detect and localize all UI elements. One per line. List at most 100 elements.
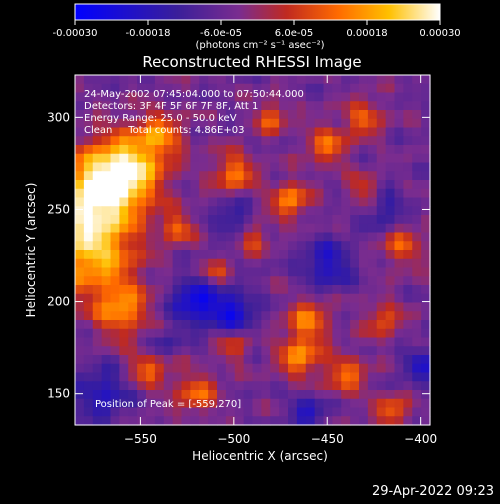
heatmap-cell [154, 407, 165, 417]
heatmap-cell [243, 311, 254, 321]
heatmap-cell [225, 276, 236, 286]
heatmap-cell [394, 241, 404, 251]
heatmap-cell [234, 171, 245, 181]
heatmap-cell [190, 337, 200, 347]
heatmap-cell [128, 285, 138, 295]
heatmap-cell [270, 92, 280, 102]
heatmap-cell [305, 101, 316, 111]
heatmap-cell [128, 390, 138, 400]
heatmap-cell [199, 145, 209, 155]
heatmap-cell [350, 398, 360, 409]
x-tick-label: −550 [124, 432, 157, 446]
heatmap-cell [75, 241, 85, 251]
heatmap-cell [163, 232, 174, 242]
heatmap-cell [421, 83, 431, 94]
heatmap-cell [359, 311, 369, 321]
heatmap-cell [385, 232, 396, 242]
heatmap-cell [75, 311, 85, 321]
colorbar-tick-label: -0.00030 [53, 28, 98, 39]
heatmap-cell [332, 372, 342, 382]
heatmap-cell [83, 110, 94, 120]
heatmap-cell [261, 381, 271, 391]
heatmap-cell [385, 110, 396, 120]
heatmap-cell [101, 118, 112, 129]
heatmap-cell [314, 372, 325, 382]
heatmap-cell [154, 171, 165, 181]
heatmap-cell [172, 267, 183, 277]
heatmap-cell [350, 276, 360, 286]
heatmap-cell [75, 372, 85, 382]
heatmap-cell [359, 302, 369, 312]
heatmap-cell [225, 118, 236, 129]
heatmap-cell [421, 293, 431, 304]
heatmap-cell [385, 416, 396, 426]
heatmap-cell [332, 363, 342, 374]
heatmap-cell [225, 215, 236, 225]
heatmap-cell [376, 145, 387, 155]
heatmap-cell [208, 267, 218, 277]
heatmap-cell [92, 302, 103, 312]
heatmap-cell [101, 302, 112, 312]
heatmap-cell [270, 250, 280, 260]
heatmap-cell [101, 250, 112, 260]
heatmap-cell [190, 197, 200, 207]
heatmap-cell [403, 416, 413, 426]
heatmap-cell [83, 188, 94, 199]
heatmap-cell [163, 171, 174, 181]
heatmap-cell [367, 407, 378, 417]
heatmap-cell [181, 162, 191, 172]
heatmap-cell [403, 162, 413, 172]
heatmap-cell [288, 372, 298, 382]
heatmap-cell [163, 302, 174, 312]
heatmap-cell [288, 197, 298, 207]
heatmap-cell [412, 180, 422, 190]
heatmap-cell [332, 136, 342, 146]
heatmap-cell [359, 232, 369, 242]
heatmap-cell [199, 250, 209, 260]
heatmap-cell [376, 363, 387, 374]
heatmap-cell [296, 223, 307, 234]
heatmap-cell [252, 416, 262, 426]
heatmap-cell [385, 83, 396, 94]
chart-title: Reconstructed RHESSI Image [142, 53, 361, 71]
heatmap-cell [270, 241, 280, 251]
heatmap-cell [137, 372, 147, 382]
heatmap-cell [110, 171, 120, 181]
heatmap-cell [92, 232, 103, 242]
heatmap-cell [252, 276, 262, 286]
heatmap-cell [92, 337, 103, 347]
heatmap-cell [261, 337, 271, 347]
heatmap-cell [199, 180, 209, 190]
heatmap-cell [225, 127, 236, 137]
heatmap-cell [172, 258, 183, 269]
heatmap-cell [421, 346, 431, 356]
heatmap-cell [367, 180, 378, 190]
heatmap-cell [154, 346, 165, 356]
heatmap-cell [359, 320, 369, 330]
heatmap-cell [163, 145, 174, 155]
heatmap-cell [350, 92, 360, 102]
heatmap-cell [341, 153, 351, 164]
heatmap-cell [119, 136, 129, 146]
heatmap-cell [172, 127, 183, 137]
heatmap-cell [92, 180, 103, 190]
heatmap-cell [110, 320, 120, 330]
heatmap-cell [101, 215, 112, 225]
heatmap-cell [154, 188, 165, 199]
heatmap-cell [261, 363, 271, 374]
heatmap-cell [412, 83, 422, 94]
heatmap-cell [199, 153, 209, 164]
heatmap-cell [421, 258, 431, 269]
heatmap-cell [75, 92, 85, 102]
heatmap-cell [359, 328, 369, 339]
heatmap-cell [367, 232, 378, 242]
heatmap-cell [101, 285, 112, 295]
heatmap-cell [296, 285, 307, 295]
heatmap-cell [110, 416, 120, 426]
heatmap-cell [394, 118, 404, 129]
heatmap-cell [359, 75, 369, 85]
heatmap-cell [163, 215, 174, 225]
heatmap-cell [261, 127, 271, 137]
heatmap-cell [394, 75, 404, 85]
heatmap-cell [172, 171, 183, 181]
